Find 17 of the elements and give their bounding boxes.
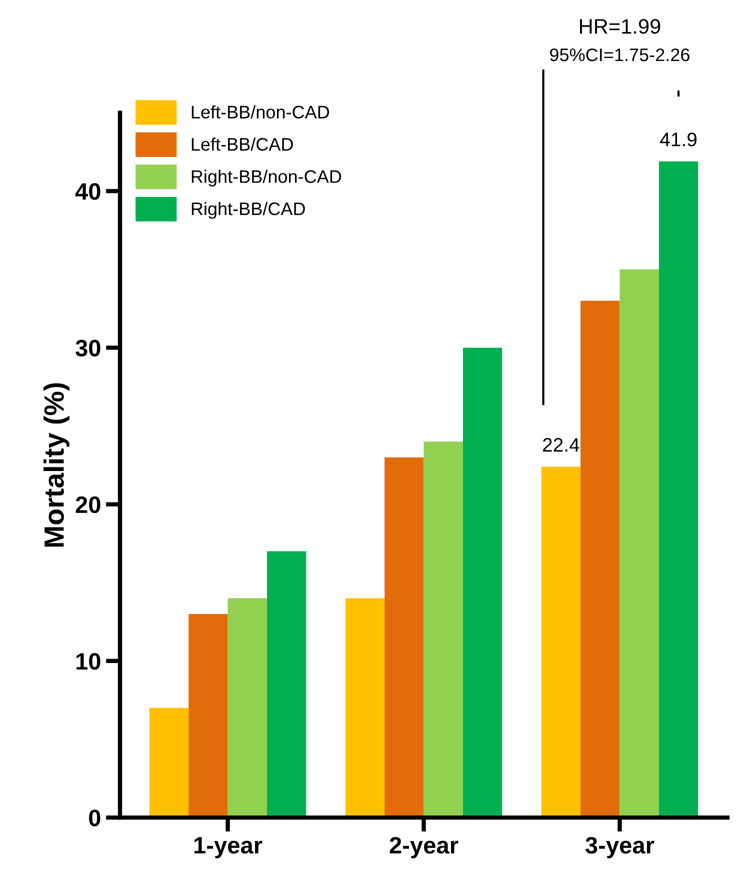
legend-label: Right-BB/non-CAD xyxy=(192,170,342,187)
x-tick-label: 2-year xyxy=(390,836,458,858)
y-tick-label: 20 xyxy=(76,496,100,514)
y-axis-title: Mortality (%) xyxy=(44,383,70,547)
x-tick-label: 3-year xyxy=(585,836,654,858)
legend-label: Left-BB/non-CAD xyxy=(192,105,330,119)
y-tick-label: 30 xyxy=(76,340,100,357)
text: 95%CI=1.75-2.26 xyxy=(550,48,690,62)
text: HR=1.99 xyxy=(580,19,660,34)
y-tick-label: 40 xyxy=(75,183,100,200)
legend-label: Right-BB/CAD xyxy=(192,202,305,219)
x-tick-label: 1-year xyxy=(194,837,262,858)
data-label: 22.4 xyxy=(542,438,580,452)
y-tick-label: 0 xyxy=(89,810,100,826)
legend-label: Left-BB/CAD xyxy=(192,137,293,151)
y-tick-label: 10 xyxy=(76,653,100,670)
data-label: 41.9 xyxy=(660,132,697,146)
